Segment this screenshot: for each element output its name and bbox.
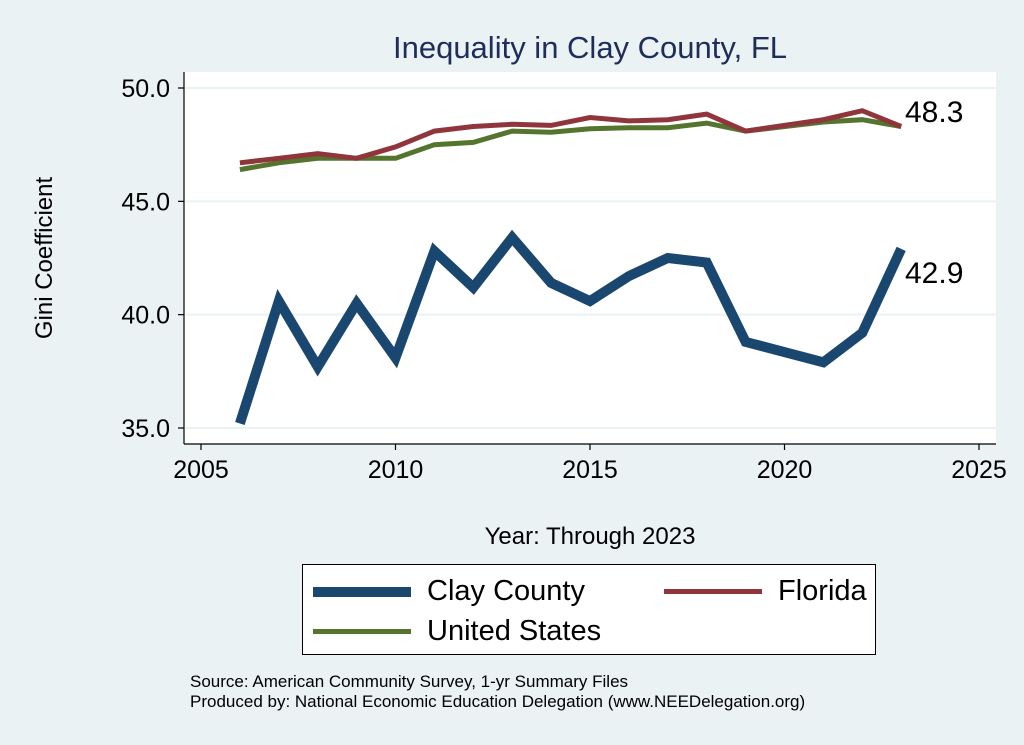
plot-area bbox=[184, 72, 996, 444]
series-line-florida bbox=[239, 108, 903, 166]
chart-title: Inequality in Clay County, FL bbox=[393, 30, 787, 65]
legend-item-clay-county: Clay County bbox=[313, 575, 585, 608]
x-tick-label: 2025 bbox=[951, 456, 1007, 484]
produced-note: Produced by: National Economic Education… bbox=[190, 692, 806, 711]
series-line-clay-county bbox=[235, 229, 906, 426]
y-tick-label: 35.0 bbox=[121, 415, 170, 443]
y-tick-label: 50.0 bbox=[121, 75, 170, 103]
legend-label: Florida bbox=[778, 575, 867, 607]
x-tick-label: 2020 bbox=[757, 456, 813, 484]
y-tick-label: 40.0 bbox=[121, 302, 170, 330]
y-tick-label: 45.0 bbox=[121, 188, 170, 216]
source-note: Source: American Community Survey, 1-yr … bbox=[190, 672, 629, 691]
legend: Clay County Florida United States bbox=[302, 564, 876, 655]
annotation-clay-last: 42.9 bbox=[905, 257, 963, 290]
legend-swatch bbox=[313, 629, 411, 634]
legend-item-florida: Florida bbox=[664, 575, 867, 608]
legend-swatch bbox=[313, 586, 411, 597]
x-tick-label: 2005 bbox=[173, 456, 229, 484]
annotation-florida-last: 48.3 bbox=[905, 96, 963, 129]
legend-item-united-states: United States bbox=[313, 615, 601, 648]
x-tick-label: 2015 bbox=[562, 456, 618, 484]
legend-swatch bbox=[664, 589, 762, 594]
legend-label: United States bbox=[427, 615, 602, 647]
x-tick-label: 2010 bbox=[368, 456, 424, 484]
y-axis-label: Gini Coefficient bbox=[31, 177, 58, 340]
legend-label: Clay County bbox=[427, 575, 585, 607]
x-axis-label: Year: Through 2023 bbox=[485, 523, 696, 550]
